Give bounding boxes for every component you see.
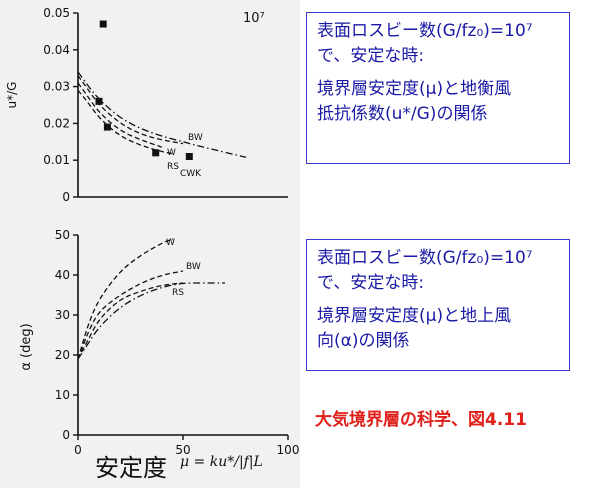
figure-caption: 大気境界層の科学、図4.11 [315,410,527,430]
info-line: 境界層安定度(μ)と地衡風 [317,79,512,99]
series-label-cwk: CWK [180,169,202,179]
data-point [103,123,111,131]
chart-annotation: 10⁷ [243,11,265,26]
y-tick-label: 40 [55,268,70,282]
x-tick-label: 100 [277,443,300,455]
series-label-rs: RS [172,288,184,298]
info-line: 抵抗係数(u*/G)の関係 [317,104,488,124]
y-axis-title: α (deg) [19,323,34,370]
info-line: 表面ロスビー数(G/fz₀)=10⁷ [317,21,533,41]
scanned-figure-background [0,0,300,488]
y-tick-label: 30 [55,308,70,322]
y-tick-label: 0.05 [43,6,70,20]
info-line: で、安定な時: [317,273,425,293]
info-line: 向(α)の関係 [317,331,410,351]
data-point [185,153,193,161]
series-line-cwk [77,71,247,158]
series-label-w: W [166,238,175,248]
y-tick-label: 0.01 [43,153,70,167]
info-line: 表面ロスビー数(G/fz₀)=10⁷ [317,248,533,268]
info-line: 境界層安定度(μ)と地上風 [317,306,512,326]
x-tick-label: 0 [74,443,82,455]
y-tick-label: 0 [62,428,70,442]
y-axis-title: u*/G [5,82,19,109]
series-label-bw: BW [186,262,201,272]
info-line: で、安定な時: [317,46,425,66]
data-point [99,20,107,28]
svg-text:α (deg): α (deg) [19,323,34,370]
series-line-rs [77,282,225,360]
x-axis-title: 安定度 [95,454,167,482]
y-tick-label: 10 [55,388,70,402]
series-line-w [77,238,174,360]
y-tick-label: 0 [62,190,70,204]
series-label-bw: BW [188,133,203,143]
y-tick-label: 20 [55,348,70,362]
series-line-w [77,82,163,148]
x-tick-label: 50 [175,443,190,455]
info-box-direction: 表面ロスビー数(G/fz₀)=10⁷ で、安定な時: 境界層安定度(μ)と地上風… [306,239,570,371]
x-axis-formula: μ = ku*/|f|L [180,454,263,470]
data-point [95,97,103,105]
series-line-unlabeled [77,282,184,360]
info-box-drag: 表面ロスビー数(G/fz₀)=10⁷ で、安定な時: 境界層安定度(μ)と地衡風… [306,12,570,164]
series-line-rs [77,89,174,155]
y-tick-label: 50 [55,228,70,242]
y-tick-label: 0.04 [43,43,70,57]
series-line-bw [77,75,184,145]
series-line-bw [77,270,184,360]
series-label-w: W [167,148,176,158]
series-label-rs: RS [167,162,179,172]
y-tick-label: 0.02 [43,116,70,130]
chart-wind-direction: 0 10 20 30 40 50 0 50 100 W BW RS α (deg) [19,228,300,455]
svg-text:u*/G: u*/G [5,82,19,109]
y-tick-label: 0.03 [43,80,70,94]
data-point [152,149,160,157]
